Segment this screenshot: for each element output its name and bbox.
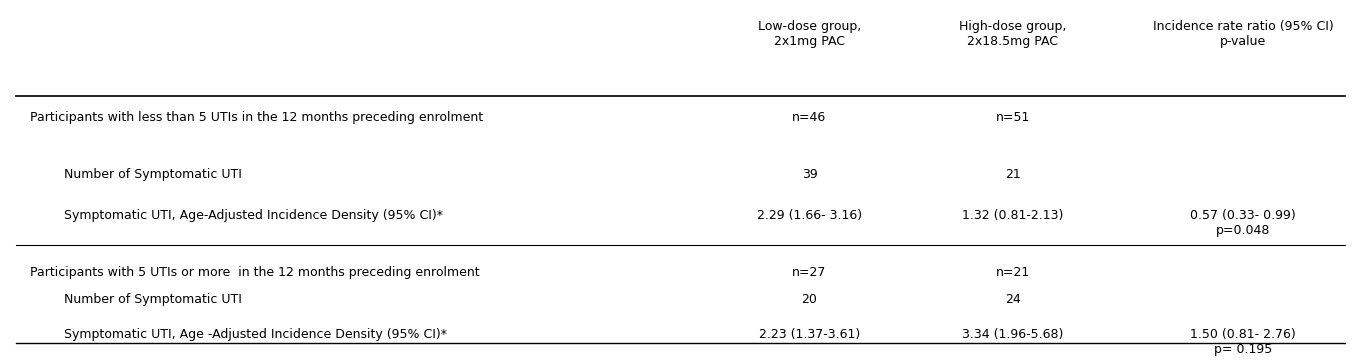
Text: Number of Symptomatic UTI: Number of Symptomatic UTI: [64, 168, 241, 181]
Text: 0.57 (0.33- 0.99)
p=0.048: 0.57 (0.33- 0.99) p=0.048: [1190, 209, 1297, 237]
Text: n=51: n=51: [996, 111, 1030, 124]
Text: Symptomatic UTI, Age-Adjusted Incidence Density (95% CI)*: Symptomatic UTI, Age-Adjusted Incidence …: [64, 209, 443, 222]
Text: n=21: n=21: [996, 266, 1030, 279]
Text: 2.23 (1.37-3.61): 2.23 (1.37-3.61): [759, 328, 859, 341]
Text: 20: 20: [801, 293, 817, 306]
Text: Symptomatic UTI, Age -Adjusted Incidence Density (95% CI)*: Symptomatic UTI, Age -Adjusted Incidence…: [64, 328, 447, 341]
Text: Low-dose group,
2x1mg PAC: Low-dose group, 2x1mg PAC: [757, 20, 861, 48]
Text: 39: 39: [802, 168, 817, 181]
Text: Incidence rate ratio (95% CI)
p-value: Incidence rate ratio (95% CI) p-value: [1154, 20, 1333, 48]
Text: Participants with 5 UTIs or more  in the 12 months preceding enrolment: Participants with 5 UTIs or more in the …: [30, 266, 479, 279]
Text: 3.34 (1.96-5.68): 3.34 (1.96-5.68): [962, 328, 1064, 341]
Text: Participants with less than 5 UTIs in the 12 months preceding enrolment: Participants with less than 5 UTIs in th…: [30, 111, 484, 124]
Text: n=46: n=46: [793, 111, 827, 124]
Text: High-dose group,
2x18.5mg PAC: High-dose group, 2x18.5mg PAC: [959, 20, 1066, 48]
Text: Number of Symptomatic UTI: Number of Symptomatic UTI: [64, 293, 241, 306]
Text: 21: 21: [1005, 168, 1020, 181]
Text: 1.32 (0.81-2.13): 1.32 (0.81-2.13): [962, 209, 1064, 222]
Text: 1.50 (0.81- 2.76)
p= 0.195: 1.50 (0.81- 2.76) p= 0.195: [1190, 328, 1297, 355]
Text: n=27: n=27: [793, 266, 827, 279]
Text: 2.29 (1.66- 3.16): 2.29 (1.66- 3.16): [757, 209, 862, 222]
Text: 24: 24: [1005, 293, 1020, 306]
